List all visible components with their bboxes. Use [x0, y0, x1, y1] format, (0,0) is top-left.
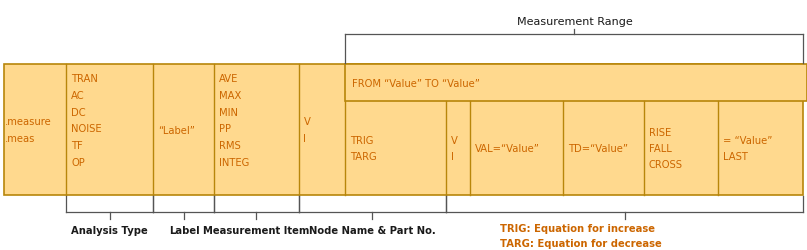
Text: “Label”: “Label”: [158, 125, 195, 135]
Bar: [4, 65, 803, 195]
Text: OP: OP: [71, 158, 85, 168]
Text: DC: DC: [71, 107, 86, 117]
Text: V: V: [303, 117, 311, 127]
Text: Label: Label: [169, 225, 199, 235]
Text: I: I: [303, 133, 307, 143]
Text: TD=“Value”: TD=“Value”: [568, 144, 628, 154]
Text: MIN: MIN: [219, 107, 238, 117]
Text: NOISE: NOISE: [71, 124, 102, 134]
Text: TARG: Equation for decrease: TARG: Equation for decrease: [500, 238, 662, 248]
Text: LAST: LAST: [723, 152, 748, 162]
Text: TF: TF: [71, 141, 83, 151]
Text: RISE: RISE: [649, 127, 671, 137]
Text: AVE: AVE: [219, 74, 238, 84]
Text: .meas: .meas: [5, 133, 36, 143]
Text: Analysis Type: Analysis Type: [71, 225, 148, 235]
Text: MAX: MAX: [219, 90, 241, 101]
Text: TRAN: TRAN: [71, 74, 98, 84]
Bar: [345, 65, 807, 102]
Text: TRIG: TRIG: [350, 136, 374, 145]
Text: PP: PP: [219, 124, 231, 134]
Text: FROM “Value” TO “Value”: FROM “Value” TO “Value”: [352, 78, 479, 88]
Text: CROSS: CROSS: [649, 160, 683, 170]
Text: Measurement Item: Measurement Item: [203, 225, 310, 235]
Text: Node Name & Part No.: Node Name & Part No.: [308, 225, 436, 235]
Text: TARG: TARG: [350, 152, 377, 162]
Text: TRIG: Equation for increase: TRIG: Equation for increase: [500, 223, 655, 233]
Text: VAL=“Value”: VAL=“Value”: [475, 144, 540, 154]
Text: .measure: .measure: [5, 117, 52, 127]
Text: = “Value”: = “Value”: [723, 136, 772, 145]
Text: AC: AC: [71, 90, 85, 101]
Text: INTEG: INTEG: [219, 158, 249, 168]
Text: FALL: FALL: [649, 144, 671, 154]
Text: RMS: RMS: [219, 141, 240, 151]
Text: V: V: [451, 136, 458, 145]
Text: Measurement Range: Measurement Range: [516, 17, 633, 27]
Text: I: I: [451, 152, 454, 162]
